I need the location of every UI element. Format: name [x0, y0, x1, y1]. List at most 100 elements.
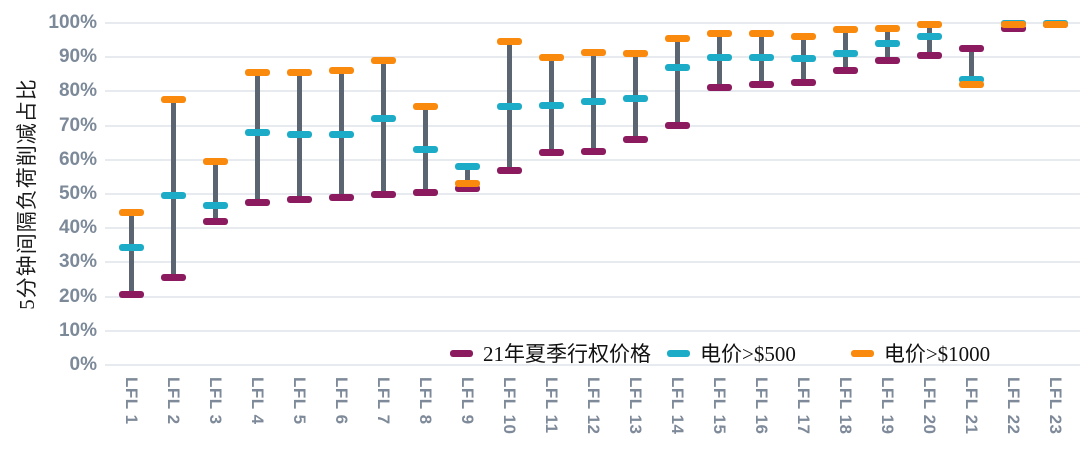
range-marker-series-3 [161, 96, 187, 104]
x-tick-label: LFL 12 [583, 377, 603, 435]
range-marker-series-2 [917, 33, 943, 41]
x-tick-label: LFL 3 [205, 377, 225, 425]
y-tick-label: 20% [58, 285, 97, 307]
y-tick-label: 90% [58, 46, 97, 68]
range-marker-series-2 [833, 50, 859, 58]
range-line [465, 166, 471, 189]
gridline [105, 227, 1080, 230]
range-line [927, 24, 933, 56]
range-marker-series-1 [959, 45, 985, 53]
range-marker-series-1 [119, 291, 145, 299]
x-tick-label: LFL 20 [919, 377, 939, 435]
range-marker-series-3 [245, 69, 271, 77]
plot-area [105, 19, 1080, 366]
y-tick-label: 10% [58, 319, 97, 341]
range-marker-series-1 [581, 147, 607, 155]
x-tick-label: LFL 7 [373, 377, 393, 425]
range-marker-series-3 [1043, 21, 1069, 29]
range-line [255, 72, 261, 203]
range-marker-series-1 [455, 185, 481, 193]
x-tick-label: LFL 5 [289, 377, 309, 425]
x-tick-label: LFL 1 [121, 377, 141, 425]
range-marker-series-1 [749, 81, 775, 89]
legend-label: 21年夏季行权价格 [483, 342, 651, 366]
range-marker-series-2 [581, 98, 607, 106]
range-marker-series-3 [119, 209, 145, 217]
x-tick-label: LFL 23 [1045, 377, 1065, 435]
range-marker-series-3 [581, 48, 607, 56]
range-marker-series-1 [161, 274, 187, 282]
range-marker-series-2 [791, 55, 817, 63]
range-marker-series-3 [371, 57, 397, 65]
range-line [381, 60, 387, 194]
range-marker-series-3 [665, 34, 691, 42]
range-marker-series-3 [329, 67, 355, 75]
range-marker-series-1 [287, 195, 313, 203]
range-marker-series-3 [287, 69, 313, 77]
range-marker-series-1 [497, 166, 523, 174]
range-marker-series-2 [539, 101, 565, 109]
range-marker-series-2 [161, 192, 187, 200]
range-marker-series-2 [875, 40, 901, 48]
gridline [105, 329, 1080, 332]
range-marker-series-1 [413, 188, 439, 196]
range-marker-series-2 [329, 130, 355, 138]
range-marker-series-2 [413, 146, 439, 154]
range-marker-series-3 [1001, 21, 1027, 29]
range-marker-series-3 [539, 53, 565, 61]
legend-item: 21年夏季行权价格 [450, 338, 651, 368]
range-line [969, 48, 975, 85]
y-tick-label: 70% [58, 114, 97, 136]
range-marker-series-1 [371, 190, 397, 198]
y-tick-label: 80% [58, 80, 97, 102]
x-tick-label: LFL 18 [835, 377, 855, 435]
range-marker-series-3 [707, 29, 733, 37]
x-tick-label: LFL 6 [331, 377, 351, 425]
gridline [105, 295, 1080, 298]
x-tick-label: LFL 13 [625, 377, 645, 435]
x-tick-label: LFL 16 [751, 377, 771, 435]
range-marker-series-2 [287, 130, 313, 138]
chart-legend: 21年夏季行权价格 电价>$500 电价>$1000 [450, 338, 990, 368]
y-tick-label: 30% [58, 251, 97, 273]
x-tick-label: LFL 11 [541, 377, 561, 434]
range-marker-series-2 [959, 75, 985, 83]
x-tick-label: LFL 22 [1003, 377, 1023, 435]
range-marker-series-3 [749, 29, 775, 37]
range-marker-series-1 [623, 135, 649, 143]
range-marker-series-1 [707, 84, 733, 92]
legend-item: 电价>$500 [667, 338, 796, 368]
y-tick-label: 60% [58, 148, 97, 170]
y-tick-label: 100% [48, 12, 97, 33]
range-line [675, 38, 681, 126]
gridline [105, 22, 1080, 24]
range-marker-series-3 [623, 50, 649, 58]
legend-label: 电价>$1000 [883, 342, 991, 366]
range-marker-series-3 [791, 33, 817, 41]
range-marker-series-3 [455, 180, 481, 188]
x-tick-label: LFL 9 [457, 377, 477, 425]
x-tick-label: LFL 14 [667, 377, 687, 435]
gridline [105, 364, 1080, 366]
y-tick-label: 0% [69, 354, 97, 375]
range-marker-series-1 [539, 149, 565, 157]
x-tick-label: LFL 2 [163, 377, 183, 425]
range-marker-series-2 [749, 53, 775, 61]
legend-item: 电价>$1000 [850, 338, 991, 368]
range-marker-series-1 [875, 57, 901, 65]
y-tick-label: 40% [58, 217, 97, 239]
range-marker-series-1 [833, 67, 859, 75]
range-marker-series-2 [119, 243, 145, 251]
range-marker-series-2 [203, 202, 229, 210]
range-marker-series-3 [497, 38, 523, 46]
y-tick-label: 50% [58, 183, 97, 204]
gridline [105, 193, 1080, 195]
range-line [129, 212, 135, 295]
range-marker-series-2 [497, 103, 523, 111]
range-marker-series-3 [203, 158, 229, 165]
range-marker-series-1 [245, 199, 271, 207]
gridline [105, 158, 1080, 161]
gridline [105, 261, 1080, 264]
range-marker-series-2 [371, 115, 397, 123]
